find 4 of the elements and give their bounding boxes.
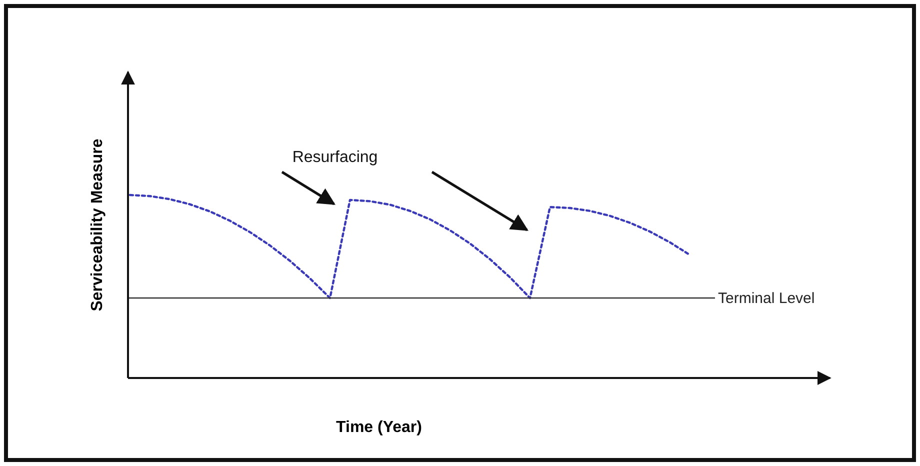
ref-line-label: Terminal Level [718, 290, 815, 308]
y-axis-title: Serviceability Measure [89, 138, 106, 312]
text: Resurfacing [292, 149, 378, 166]
x-axis-title: Time (Year) [336, 419, 422, 436]
